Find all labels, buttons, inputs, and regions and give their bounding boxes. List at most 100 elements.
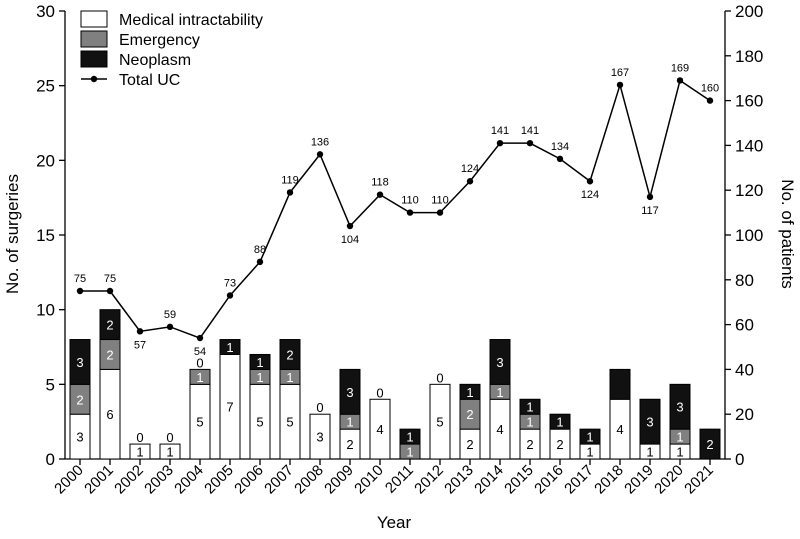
total-uc-point-label: 119 bbox=[281, 174, 299, 186]
neoplasm-bar bbox=[249, 353, 271, 370]
total-uc-point-label: 75 bbox=[104, 273, 116, 285]
x-tick-label: 2017 bbox=[561, 462, 597, 498]
y-left-tick-label: 25 bbox=[36, 77, 55, 96]
neoplasm-bar bbox=[99, 309, 121, 341]
emergency-label: 0 bbox=[436, 370, 443, 385]
total-uc-point-label: 73 bbox=[224, 277, 236, 289]
neoplasm-bar bbox=[399, 428, 421, 445]
total-uc-point bbox=[346, 222, 354, 230]
x-tick-label: 2020 bbox=[651, 462, 687, 498]
medical-intractability-bar bbox=[159, 443, 181, 460]
neoplasm-label: 1 bbox=[406, 430, 413, 445]
neoplasm-label: 3 bbox=[76, 355, 83, 370]
neoplasm-label: 3 bbox=[646, 415, 653, 430]
medical-intractability-label: 4 bbox=[376, 422, 383, 437]
y-right-tick-label: 200 bbox=[735, 2, 763, 21]
total-uc-point bbox=[166, 323, 174, 331]
y-left-tick-label: 10 bbox=[36, 301, 55, 320]
line-group: 75 75 57 59 54 73 88 119 136 104 118 110 110 124 141 14… bbox=[74, 62, 719, 358]
total-uc-point bbox=[466, 178, 474, 185]
medical-intractability-label: 2 bbox=[346, 437, 353, 452]
y-right-tick-label: 80 bbox=[735, 271, 754, 290]
medical-intractability-label: 3 bbox=[76, 430, 83, 445]
total-uc-point-label: 167 bbox=[611, 67, 629, 79]
emergency-bar bbox=[189, 368, 211, 385]
x-tick-label: 2007 bbox=[261, 462, 297, 498]
medical-intractability-bar bbox=[429, 383, 451, 460]
neoplasm-bar bbox=[219, 339, 241, 355]
neoplasm-label: 3 bbox=[496, 355, 503, 370]
total-uc-point-label: 141 bbox=[521, 125, 539, 137]
neoplasm-bar bbox=[669, 383, 691, 430]
x-tick-label: 2016 bbox=[531, 462, 567, 498]
total-uc-point-label: 160 bbox=[701, 83, 719, 95]
legend: Medical intractability Emergency Neoplasm T… bbox=[80, 10, 263, 89]
y-axis-right-title: No. of patients bbox=[778, 179, 797, 289]
neoplasm-bar bbox=[519, 398, 541, 415]
x-tick-label: 2011 bbox=[382, 462, 417, 497]
medical-intractability-label: 1 bbox=[676, 445, 683, 460]
neoplasm-label: 3 bbox=[676, 400, 683, 415]
total-uc-point bbox=[106, 287, 114, 295]
medical-intractability-label: 4 bbox=[616, 422, 623, 437]
neoplasm-bar bbox=[459, 383, 481, 400]
medical-intractability-bar bbox=[369, 398, 391, 460]
x-axis-title: Year bbox=[377, 513, 412, 532]
x-tick-label: 2013 bbox=[441, 462, 477, 498]
emergency-label: 0 bbox=[316, 400, 323, 415]
y-right-tick-label: 160 bbox=[735, 92, 763, 111]
neoplasm-bar bbox=[339, 368, 361, 415]
neoplasm-label: 1 bbox=[586, 430, 593, 445]
y-right-tick-label: 40 bbox=[735, 360, 754, 379]
y-right-tick-label: 0 bbox=[735, 450, 744, 469]
neoplasm-bar bbox=[579, 428, 601, 445]
y-right-tick-label: 100 bbox=[735, 226, 763, 245]
x-tick-label: 2001 bbox=[81, 462, 117, 498]
total-uc-point-label: 141 bbox=[491, 125, 509, 137]
total-uc-point-label: 124 bbox=[581, 189, 599, 201]
total-uc-point-label: 75 bbox=[74, 273, 86, 285]
x-tick-label: 2019 bbox=[621, 462, 657, 498]
medical-intractability-label: 5 bbox=[256, 415, 263, 430]
medical-intractability-bar bbox=[309, 413, 331, 460]
legend-medical-intractability-swatch bbox=[80, 10, 108, 28]
legend-total-uc-marker bbox=[90, 75, 98, 83]
total-uc-point bbox=[226, 292, 234, 299]
y-right-tick-label: 60 bbox=[735, 316, 754, 335]
legend-emergency-swatch bbox=[80, 30, 108, 48]
neoplasm-label: 2 bbox=[106, 318, 113, 333]
medical-intractability-label: 5 bbox=[286, 415, 293, 430]
neoplasm-label: 1 bbox=[556, 415, 563, 430]
total-uc-point-label: 59 bbox=[164, 309, 176, 321]
total-uc-line bbox=[80, 79, 711, 339]
medical-intractability-label: 5 bbox=[196, 415, 203, 430]
y-left-tick-label: 5 bbox=[46, 375, 55, 394]
total-uc-point-label: 169 bbox=[671, 62, 689, 74]
total-uc-point bbox=[196, 334, 204, 342]
x-tick-label: 2004 bbox=[171, 462, 207, 498]
medical-intractability-label: 2 bbox=[466, 437, 473, 452]
legend-medical-intractability-label: Medical intractability bbox=[119, 12, 263, 29]
x-tick-label: 2018 bbox=[591, 462, 627, 498]
total-uc-point bbox=[676, 77, 684, 84]
neoplasm-label: 1 bbox=[226, 340, 233, 355]
total-uc-point-label: 110 bbox=[431, 195, 449, 207]
x-tick-label: 2006 bbox=[231, 462, 267, 498]
total-uc-point bbox=[496, 139, 504, 147]
y-left-tick-label: 30 bbox=[36, 2, 55, 21]
total-uc-point bbox=[406, 209, 414, 216]
emergency-label: 1 bbox=[526, 415, 533, 430]
x-tick-label: 2014 bbox=[471, 462, 507, 498]
y-axis-left-title: No. of surgeries bbox=[3, 174, 22, 294]
total-uc-point bbox=[436, 209, 444, 216]
medical-intractability-label: 5 bbox=[436, 415, 443, 430]
medical-intractability-label: 1 bbox=[166, 445, 173, 460]
medical-intractability-label: 2 bbox=[526, 437, 533, 452]
x-tick-label: 2015 bbox=[501, 462, 537, 498]
total-uc-point-label: 57 bbox=[134, 339, 146, 351]
medical-intractability-label: 1 bbox=[586, 445, 593, 460]
legend-neoplasm-label: Neoplasm bbox=[119, 52, 191, 69]
total-uc-point bbox=[616, 81, 624, 89]
